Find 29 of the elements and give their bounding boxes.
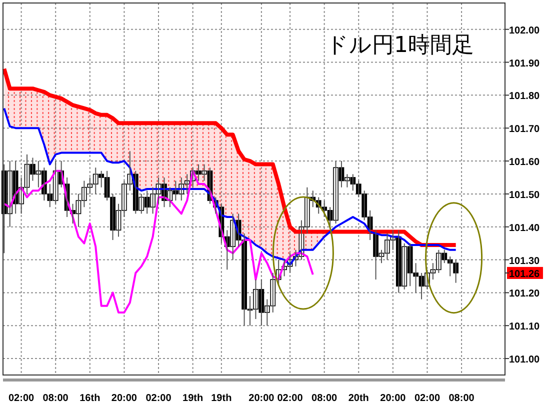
y-tick-label: 101.40	[509, 222, 540, 234]
y-tick-label: 101.90	[509, 58, 540, 70]
x-tick-label: 20th	[348, 393, 369, 404]
candlestick	[87, 176, 93, 194]
y-tick-label: 101.50	[509, 190, 540, 201]
text: ドル円1時間足	[326, 33, 474, 58]
y-tick-label: 101.26	[509, 268, 540, 280]
x-tick-label: 02:00	[8, 393, 35, 404]
x-tick-label: 02:00	[277, 393, 304, 404]
x-tick-label: 02:00	[146, 393, 172, 404]
x-tick-label: 08:00	[448, 393, 475, 404]
x-tick-label: 08:00	[312, 393, 338, 404]
y-tick-label: 102.00	[509, 25, 540, 36]
x-tick-label: 20:00	[248, 393, 275, 404]
x-tick-label: 20:00	[380, 393, 406, 404]
y-tick-label: 101.20	[509, 288, 540, 300]
y-tick-label: 101.10	[509, 322, 540, 333]
x-tick-label: 20:00	[111, 393, 138, 404]
x-tick-label: 19th	[182, 393, 204, 404]
y-tick-label: 101.00	[509, 354, 540, 366]
candlestick	[172, 180, 178, 202]
x-tick-label: 02:00	[414, 393, 440, 404]
y-tick-label: 101.70	[509, 124, 540, 136]
x-tick-label: 19th	[211, 393, 232, 404]
y-tick-label: 101.60	[509, 157, 540, 168]
x-tick-label: 16th	[80, 393, 100, 404]
x-tick-label: 08:00	[42, 393, 69, 404]
y-tick-label: 101.80	[509, 91, 540, 102]
y-tick-label: 101.30	[509, 256, 540, 267]
